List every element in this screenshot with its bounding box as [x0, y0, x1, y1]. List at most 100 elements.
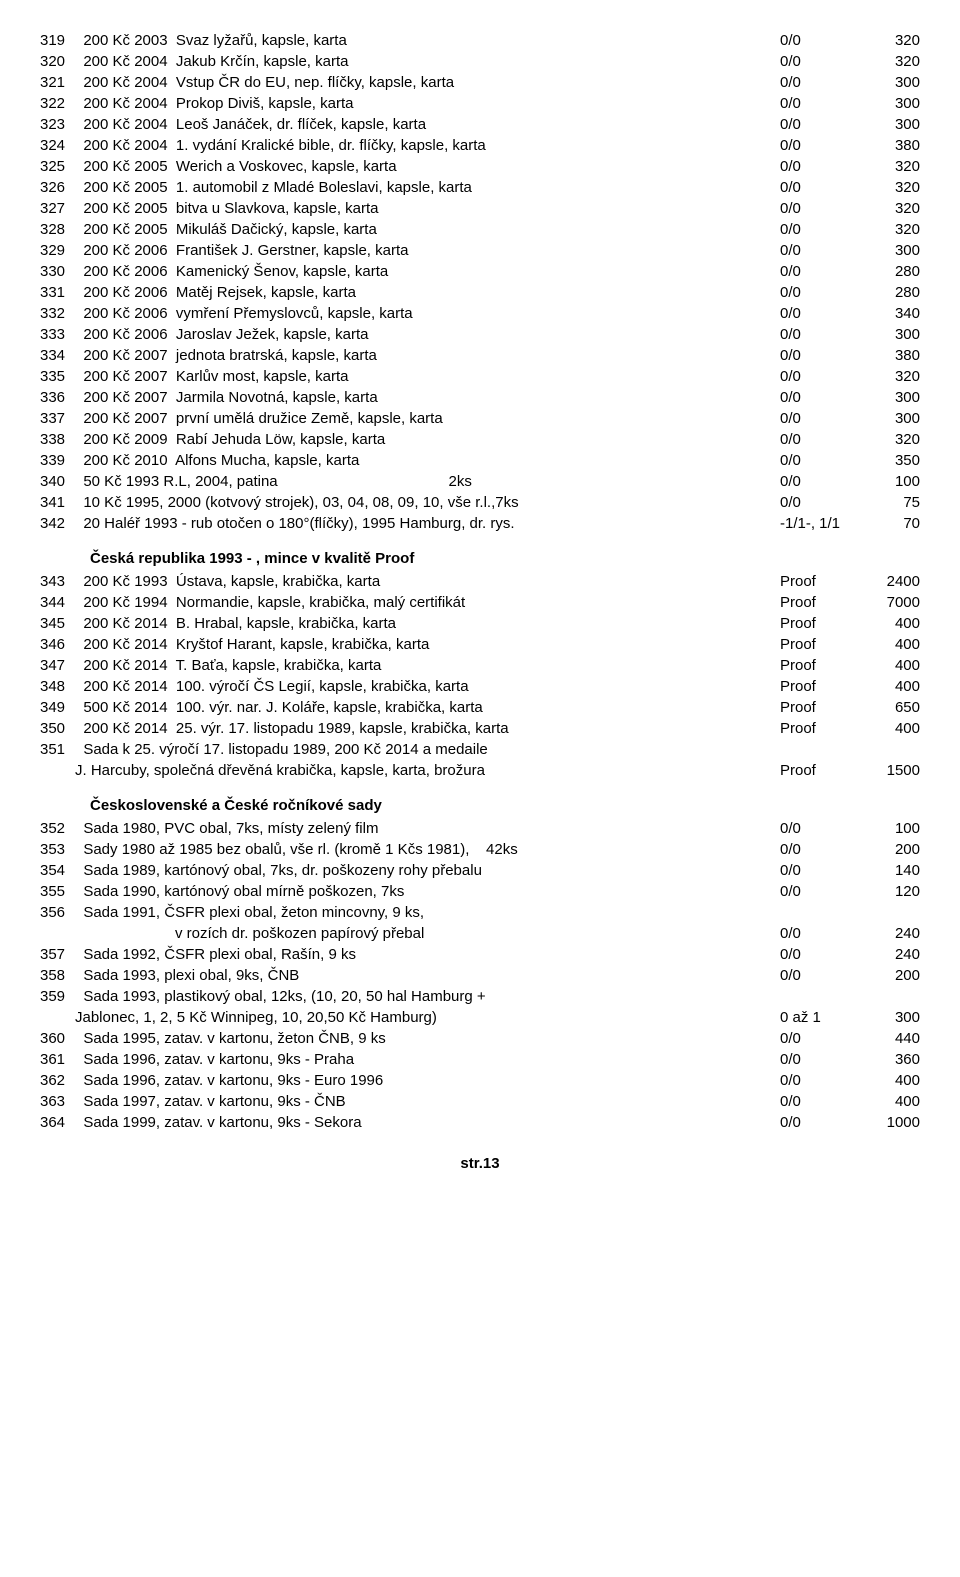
row-number: 359 [40, 986, 75, 1007]
table-row: 322 200 Kč 2004 Prokop Diviš, kapsle, ka… [40, 93, 920, 114]
row-description: 20 Haléř 1993 - rub otočen o 180°(flíčky… [75, 513, 780, 534]
row-number: 348 [40, 676, 75, 697]
row-quality: 0/0 [780, 1070, 860, 1091]
row-description: 200 Kč 2010 Alfons Mucha, kapsle, karta [75, 450, 780, 471]
row-number: 329 [40, 240, 75, 261]
row-description: Sada 1996, zatav. v kartonu, 9ks - Euro … [75, 1070, 780, 1091]
table-row: 333 200 Kč 2006 Jaroslav Ježek, kapsle, … [40, 324, 920, 345]
row-number: 356 [40, 902, 75, 923]
row-number: 361 [40, 1049, 75, 1070]
row-price: 380 [860, 345, 920, 366]
row-number: 345 [40, 613, 75, 634]
row-quality: 0/0 [780, 965, 860, 986]
table-row: 347 200 Kč 2014 T. Baťa, kapsle, krabičk… [40, 655, 920, 676]
row-description: 200 Kč 2006 vymření Přemyslovců, kapsle,… [75, 303, 780, 324]
row-quality: 0/0 [780, 282, 860, 303]
table-row-continuation: v rozích dr. poškozen papírový přebal0/0… [40, 923, 920, 944]
row-number: 331 [40, 282, 75, 303]
row-price: 100 [860, 818, 920, 839]
row-number: 334 [40, 345, 75, 366]
row-price: 400 [860, 655, 920, 676]
row-quality: 0/0 [780, 114, 860, 135]
table-row: 345 200 Kč 2014 B. Hrabal, kapsle, krabi… [40, 613, 920, 634]
row-quality [780, 739, 860, 760]
row-price: 320 [860, 30, 920, 51]
row-price: 300 [860, 93, 920, 114]
row-quality: Proof [780, 718, 860, 739]
row-quality: 0/0 [780, 219, 860, 240]
row-price: 1500 [860, 760, 920, 781]
row-description: v rozích dr. poškozen papírový přebal [75, 923, 780, 944]
table-row: 348 200 Kč 2014 100. výročí ČS Legií, ka… [40, 676, 920, 697]
table-row: 339 200 Kč 2010 Alfons Mucha, kapsle, ka… [40, 450, 920, 471]
table-row: 331 200 Kč 2006 Matěj Rejsek, kapsle, ka… [40, 282, 920, 303]
row-price: 650 [860, 697, 920, 718]
row-quality: Proof [780, 655, 860, 676]
row-description: 200 Kč 2014 B. Hrabal, kapsle, krabička,… [75, 613, 780, 634]
table-row: 320 200 Kč 2004 Jakub Krčín, kapsle, kar… [40, 51, 920, 72]
row-number: 362 [40, 1070, 75, 1091]
row-description: 200 Kč 2007 první umělá družice Země, ka… [75, 408, 780, 429]
row-price: 140 [860, 860, 920, 881]
row-description: 200 Kč 1993 Ústava, kapsle, krabička, ka… [75, 571, 780, 592]
row-quality: Proof [780, 571, 860, 592]
row-price [860, 902, 920, 923]
row-price: 70 [860, 513, 920, 534]
row-description: Sada 1989, kartónový obal, 7ks, dr. pošk… [75, 860, 780, 881]
row-number: 350 [40, 718, 75, 739]
row-quality: 0/0 [780, 93, 860, 114]
row-quality: 0/0 [780, 471, 860, 492]
row-price: 400 [860, 613, 920, 634]
table-row-continuation: J. Harcuby, společná dřevěná krabička, k… [40, 760, 920, 781]
row-price: 380 [860, 135, 920, 156]
row-price: 280 [860, 261, 920, 282]
row-quality: 0/0 [780, 408, 860, 429]
row-price: 320 [860, 177, 920, 198]
row-quality: 0/0 [780, 177, 860, 198]
row-price: 320 [860, 219, 920, 240]
row-quality: 0/0 [780, 240, 860, 261]
row-price: 400 [860, 676, 920, 697]
row-number: 349 [40, 697, 75, 718]
row-quality: Proof [780, 613, 860, 634]
row-description: 50 Kč 1993 R.L, 2004, patina 2ks [75, 471, 780, 492]
row-number: 340 [40, 471, 75, 492]
table-row: 344 200 Kč 1994 Normandie, kapsle, krabi… [40, 592, 920, 613]
row-number: 358 [40, 965, 75, 986]
row-number: 337 [40, 408, 75, 429]
row-price: 2400 [860, 571, 920, 592]
table-row: 357 Sada 1992, ČSFR plexi obal, Rašín, 9… [40, 944, 920, 965]
row-quality: Proof [780, 676, 860, 697]
row-quality: 0/0 [780, 450, 860, 471]
row-number: 341 [40, 492, 75, 513]
row-quality: 0/0 [780, 51, 860, 72]
row-price: 400 [860, 1091, 920, 1112]
row-number: 322 [40, 93, 75, 114]
row-price: 320 [860, 156, 920, 177]
row-quality: 0/0 [780, 818, 860, 839]
row-number: 355 [40, 881, 75, 902]
row-quality: 0/0 [780, 387, 860, 408]
table-row: 338 200 Kč 2009 Rabí Jehuda Löw, kapsle,… [40, 429, 920, 450]
row-price: 120 [860, 881, 920, 902]
row-quality: Proof [780, 697, 860, 718]
row-quality: 0/0 [780, 1112, 860, 1133]
table-row: 343 200 Kč 1993 Ústava, kapsle, krabička… [40, 571, 920, 592]
row-price: 300 [860, 1007, 920, 1028]
row-number: 338 [40, 429, 75, 450]
row-description: Sada 1995, zatav. v kartonu, žeton ČNB, … [75, 1028, 780, 1049]
row-description: 200 Kč 2005 Werich a Voskovec, kapsle, k… [75, 156, 780, 177]
table-row: 364 Sada 1999, zatav. v kartonu, 9ks - S… [40, 1112, 920, 1133]
page-footer: str.13 [40, 1153, 920, 1174]
row-price: 7000 [860, 592, 920, 613]
row-description: Sada 1999, zatav. v kartonu, 9ks - Sekor… [75, 1112, 780, 1133]
row-quality: 0/0 [780, 30, 860, 51]
table-row: 355 Sada 1990, kartónový obal mírně pošk… [40, 881, 920, 902]
row-price: 320 [860, 429, 920, 450]
row-number: 323 [40, 114, 75, 135]
row-price: 320 [860, 51, 920, 72]
table-row: 321 200 Kč 2004 Vstup ČR do EU, nep. flí… [40, 72, 920, 93]
row-price: 440 [860, 1028, 920, 1049]
row-description: 200 Kč 2003 Svaz lyžařů, kapsle, karta [75, 30, 780, 51]
row-number: 328 [40, 219, 75, 240]
